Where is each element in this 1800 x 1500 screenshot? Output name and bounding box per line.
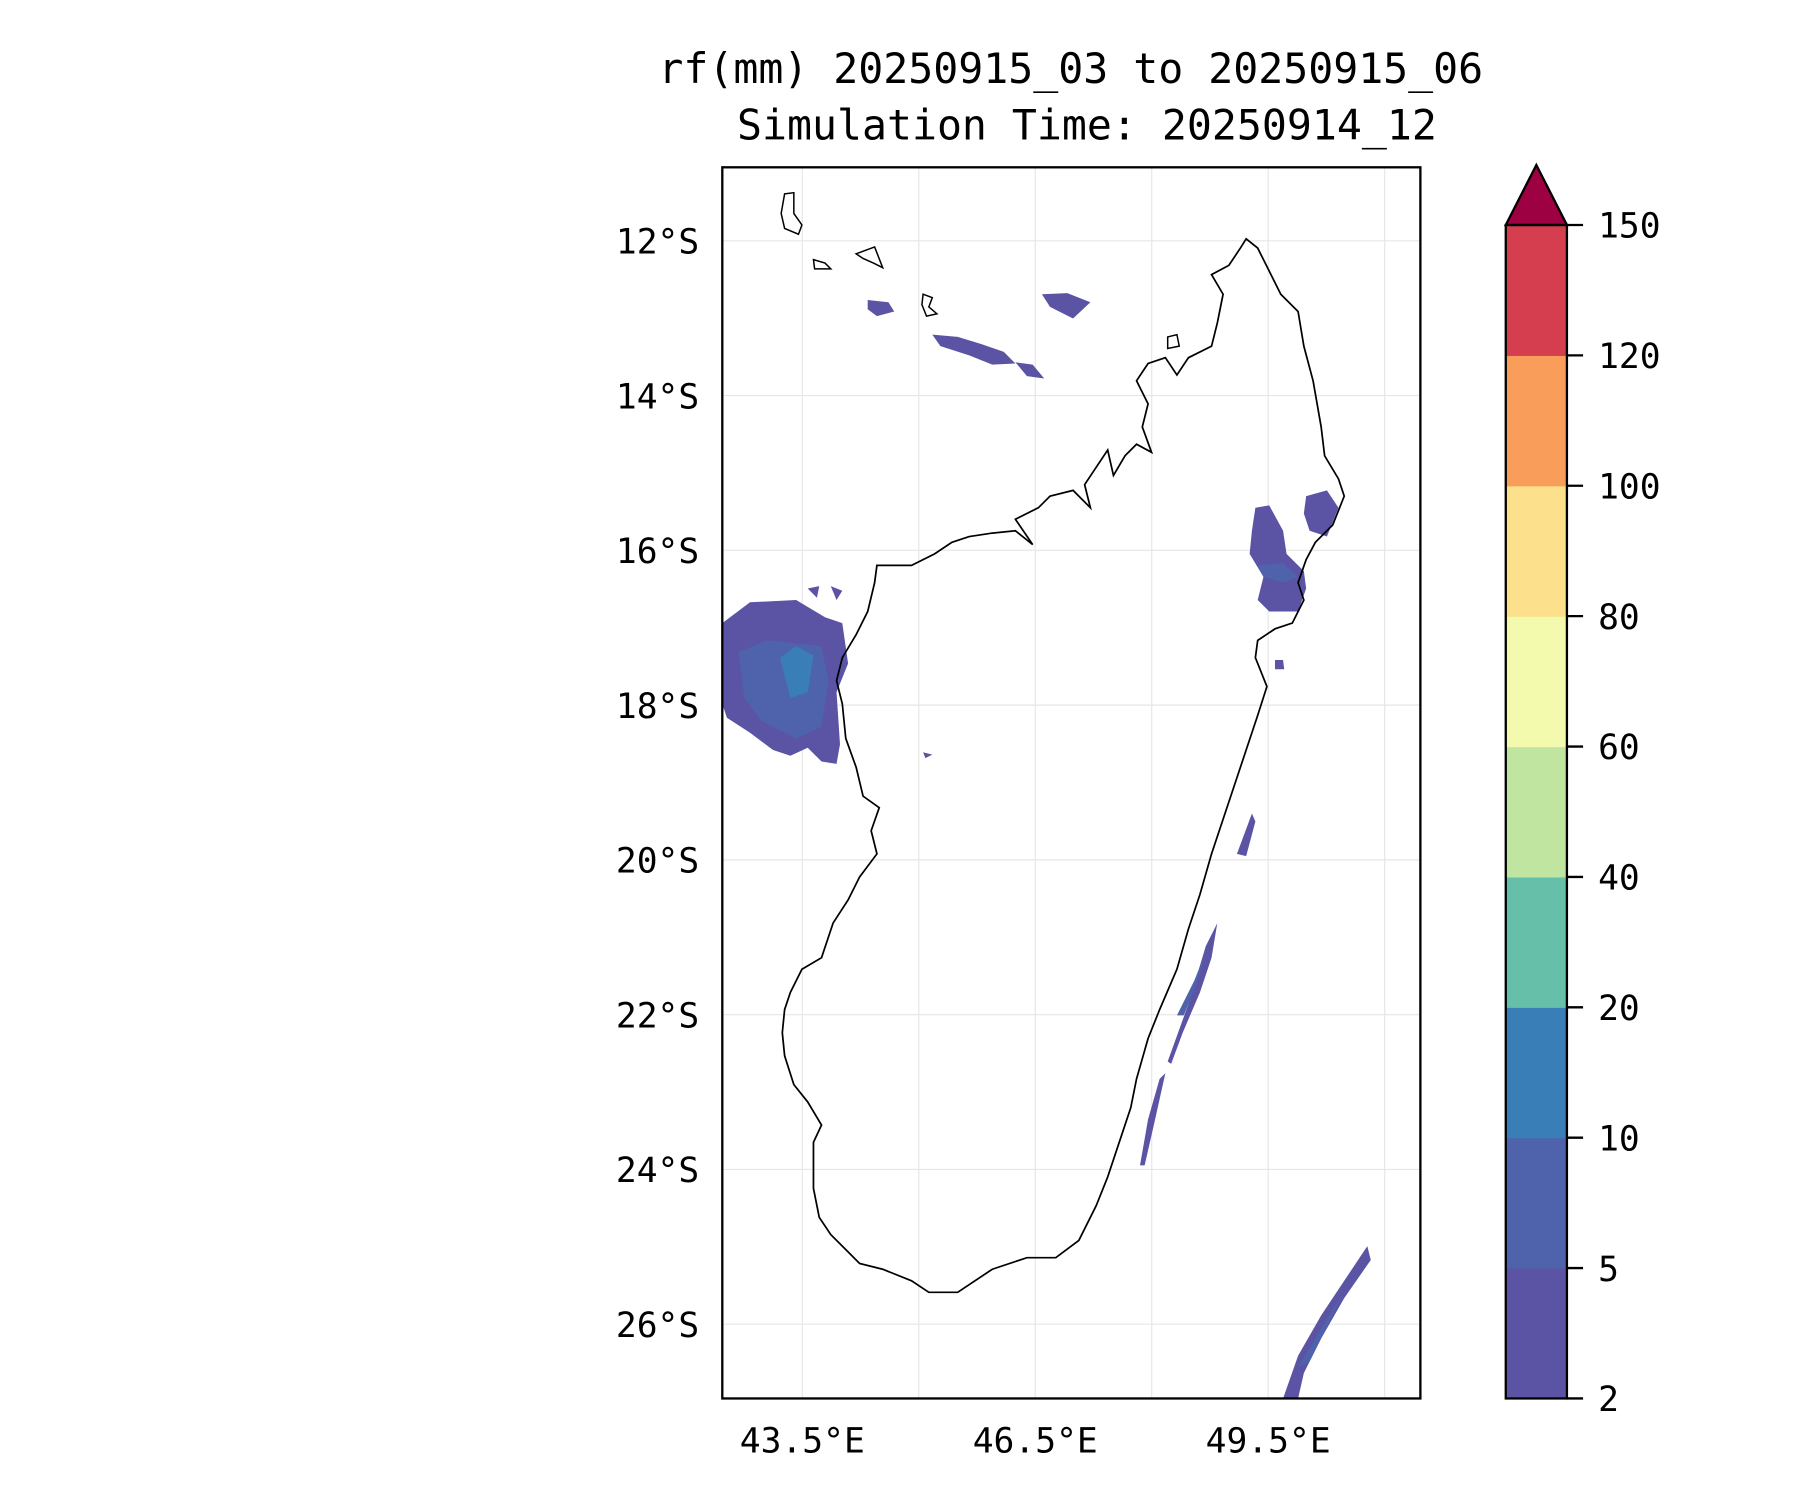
title-line-2: Simulation Time: 20250914_12 <box>737 101 1437 150</box>
colorbar-extend-triangle <box>1503 162 1569 227</box>
rainfall-contour <box>830 586 843 600</box>
colorbar-frame <box>1504 223 1569 1400</box>
colorbar-segment <box>1505 1007 1567 1139</box>
colorbar: 2 5 10 20 40 60 80 100 120 150 <box>1503 162 1661 1420</box>
colorbar-tick-label: 5 <box>1598 1250 1619 1290</box>
colorbar-tick-label: 10 <box>1598 1119 1640 1159</box>
rainfall-contour <box>1140 1073 1166 1166</box>
rainfall-contour <box>1257 563 1299 583</box>
rainfall-contour <box>1041 293 1091 319</box>
lat-tick-label: 16°S <box>616 532 699 572</box>
rainfall-contour <box>1249 505 1307 612</box>
colorbar-tick-label: 2 <box>1598 1380 1619 1420</box>
island-coastline <box>780 191 803 236</box>
island-coastline <box>812 258 833 270</box>
lat-tick-label: 22°S <box>616 996 699 1036</box>
colorbar-tick-label: 80 <box>1598 598 1640 638</box>
colorbar-segment <box>1505 746 1567 878</box>
lon-tick-label: 49.5°E <box>1206 1422 1331 1462</box>
colorbar-segment <box>1505 1268 1567 1400</box>
rainfall-contour <box>1275 660 1285 670</box>
colorbar-tick-label: 60 <box>1598 728 1640 768</box>
madagascar-coastline <box>781 237 1346 1294</box>
rainfall-contour <box>1303 490 1339 537</box>
rainfall-contour <box>867 300 895 317</box>
colorbar-tick-label: 20 <box>1598 989 1640 1029</box>
rainfall-contour <box>1015 362 1045 379</box>
island-coastline <box>921 293 939 318</box>
lat-tick-label: 12°S <box>616 223 699 263</box>
lon-tick-label: 43.5°E <box>740 1422 865 1462</box>
coastline <box>780 191 1346 1294</box>
lon-tick-label: 46.5°E <box>973 1422 1098 1462</box>
colorbar-segment <box>1505 225 1567 356</box>
lat-tick-label: 26°S <box>616 1306 699 1346</box>
lat-tick-label: 20°S <box>616 842 699 882</box>
lat-tick-label: 24°S <box>616 1151 699 1191</box>
colorbar-segment <box>1505 485 1567 617</box>
rainfall-contour <box>932 334 1016 365</box>
rainfall-contour <box>807 586 820 598</box>
rainfall-contour <box>1298 1292 1345 1368</box>
rainfall-contour <box>923 752 933 759</box>
map-frame <box>721 166 1422 1400</box>
island-coastline <box>854 245 885 270</box>
longitude-tick-labels: 43.5°E 46.5°E 49.5°E <box>740 1422 1331 1462</box>
colorbar-tick-label: 100 <box>1598 467 1661 507</box>
rainfall-contour <box>780 646 814 699</box>
rainfall-contours <box>722 293 1371 1399</box>
lat-tick-label: 14°S <box>616 377 699 417</box>
lat-tick-label: 18°S <box>616 687 699 727</box>
title-line-1: rf(mm) 20250915_03 to 20250915_06 <box>658 44 1483 93</box>
colorbar-tick-label: 150 <box>1598 207 1661 247</box>
colorbar-segment <box>1505 355 1567 487</box>
rainfall-contour <box>1236 813 1256 857</box>
map-axes: 12°S14°S16°S18°S20°S22°S24°S26°S 43.5°E 4… <box>616 166 1422 1462</box>
colorbar-segment <box>1505 1137 1567 1269</box>
colorbar-segment <box>1505 876 1567 1008</box>
latitude-tick-labels: 12°S 14°S 16°S 18°S 20°S 22°S 24°S 26°S <box>616 223 699 1346</box>
colorbar-tick-label: 120 <box>1598 337 1661 377</box>
colorbar-segment <box>1505 616 1567 748</box>
gridlines <box>722 167 1421 1399</box>
island-coastline <box>1166 333 1181 350</box>
colorbar-tick-label: 40 <box>1598 859 1640 899</box>
